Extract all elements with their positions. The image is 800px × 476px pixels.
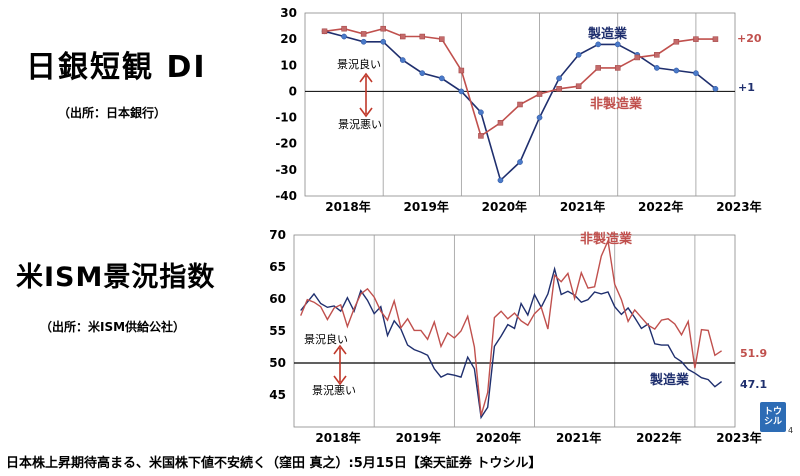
data-point-non-manufacturing: [575, 83, 582, 89]
label-manufacturing: 製造業: [649, 372, 690, 388]
end-value-manufacturing: 47.1: [740, 378, 767, 391]
annotation-good: 景況良い: [304, 332, 348, 346]
page-number: 4: [788, 426, 794, 435]
series-line-non-manufacturing: [300, 238, 722, 416]
data-point-non-manufacturing: [478, 133, 484, 139]
tankan-title: 日銀短観 DI: [26, 50, 207, 85]
data-point-non-manufacturing: [399, 33, 406, 40]
data-point-manufacturing: [556, 75, 562, 82]
x-tick-label: 2020年: [476, 430, 521, 445]
y-tick-label: 0: [289, 84, 297, 98]
x-tick-label: 2021年: [560, 199, 605, 214]
data-point-non-manufacturing: [458, 67, 465, 74]
x-tick-label: 2023年: [716, 430, 761, 445]
y-tick-label: 10: [280, 58, 297, 72]
y-tick-label: 70: [269, 228, 286, 242]
annotation-good: 景況良い: [337, 57, 381, 71]
toushiru-logo: トウシル: [760, 402, 786, 432]
data-point-non-manufacturing: [341, 25, 347, 32]
data-point-non-manufacturing: [614, 65, 621, 71]
data-point-manufacturing: [653, 65, 660, 71]
y-tick-label: 65: [269, 260, 286, 274]
data-point-manufacturing: [712, 85, 719, 92]
x-tick-label: 2020年: [482, 199, 527, 214]
y-tick-label: 45: [269, 388, 286, 402]
end-value-non-manufacturing: 51.9: [740, 347, 767, 360]
y-tick-label: 30: [280, 6, 297, 20]
data-point-non-manufacturing: [673, 39, 680, 45]
updown-arrow-icon: [333, 344, 347, 386]
x-tick-label: 2023年: [716, 199, 761, 214]
data-point-manufacturing: [536, 114, 543, 121]
x-tick-label: 2018年: [315, 430, 360, 445]
data-point-non-manufacturing: [595, 65, 601, 71]
y-tick-label: -10: [275, 111, 297, 125]
data-point-manufacturing: [399, 57, 406, 63]
data-point-manufacturing: [614, 41, 621, 48]
y-tick-label: 50: [269, 356, 286, 370]
logo-text: トウシル: [763, 407, 782, 427]
annotation-bad: 景況悪い: [338, 117, 382, 131]
data-point-non-manufacturing: [517, 101, 523, 108]
data-point-non-manufacturing: [497, 120, 504, 126]
label-non-manufacturing: 非製造業: [580, 231, 633, 247]
data-point-manufacturing: [478, 109, 484, 116]
data-point-manufacturing: [380, 38, 387, 45]
data-point-manufacturing: [341, 33, 347, 40]
data-point-non-manufacturing: [536, 91, 543, 97]
label-manufacturing: 製造業: [587, 26, 628, 42]
data-point-non-manufacturing: [712, 36, 719, 42]
footer-caption: 日本株上昇期待高まる、米国株下値不安続く（窪田 真之）:5月15日【楽天証券 ト…: [6, 456, 542, 471]
x-tick-label: 2021年: [556, 430, 601, 445]
x-tick-label: 2018年: [325, 199, 370, 214]
plot-frame: [293, 234, 736, 428]
end-value-manufacturing: +1: [738, 81, 755, 94]
x-tick-label: 2019年: [396, 430, 441, 445]
y-tick-label: -20: [275, 137, 297, 151]
data-point-manufacturing: [458, 88, 465, 95]
data-point-non-manufacturing: [654, 52, 660, 58]
y-tick-label: 20: [280, 32, 297, 46]
data-point-manufacturing: [419, 70, 426, 76]
label-non-manufacturing: 非製造業: [590, 96, 643, 112]
data-point-non-manufacturing: [419, 33, 426, 40]
annotation-bad: 景況悪い: [312, 383, 356, 397]
data-point-manufacturing: [595, 41, 602, 48]
tankan-source: （出所：日本銀行）: [58, 106, 167, 120]
data-point-manufacturing: [575, 51, 582, 58]
data-point-manufacturing: [438, 75, 445, 82]
y-tick-label: -30: [275, 163, 297, 177]
x-tick-label: 2019年: [403, 199, 448, 214]
y-tick-label: -40: [275, 189, 297, 203]
data-point-manufacturing: [517, 159, 523, 165]
data-point-manufacturing: [497, 177, 504, 184]
data-point-manufacturing: [693, 70, 699, 76]
data-point-non-manufacturing: [439, 36, 445, 42]
ism-title: 米ISM景況指数: [16, 262, 216, 293]
plot-frame: [304, 12, 736, 197]
ism-source: （出所：米ISM供給公社）: [40, 320, 186, 334]
data-point-manufacturing: [673, 67, 680, 74]
updown-arrow-icon: [359, 72, 373, 118]
data-point-non-manufacturing: [634, 54, 641, 61]
y-tick-label: 55: [269, 324, 286, 338]
x-tick-label: 2022年: [636, 430, 681, 445]
data-point-non-manufacturing: [321, 28, 328, 35]
x-tick-label: 2022年: [638, 199, 683, 214]
data-point-non-manufacturing: [693, 36, 699, 42]
data-point-non-manufacturing: [556, 86, 562, 92]
series-line-manufacturing: [300, 266, 723, 420]
y-tick-label: 60: [269, 292, 286, 306]
data-point-non-manufacturing: [360, 31, 367, 37]
end-value-non-manufacturing: +20: [737, 32, 762, 45]
data-point-manufacturing: [360, 38, 367, 45]
data-point-non-manufacturing: [380, 25, 386, 32]
